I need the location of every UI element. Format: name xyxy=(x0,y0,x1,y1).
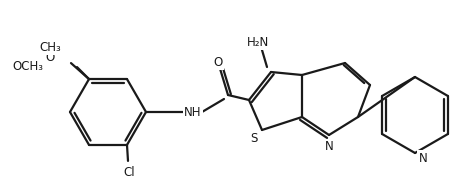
Text: H₂N: H₂N xyxy=(247,36,269,49)
Text: O: O xyxy=(46,51,55,64)
Text: Cl: Cl xyxy=(123,166,135,179)
Text: N: N xyxy=(325,141,333,154)
Text: N: N xyxy=(418,151,427,164)
Text: O: O xyxy=(213,56,223,69)
Text: OCH₃: OCH₃ xyxy=(13,60,44,73)
Text: NH: NH xyxy=(184,105,202,118)
Text: CH₃: CH₃ xyxy=(39,41,61,54)
Text: S: S xyxy=(250,131,258,145)
